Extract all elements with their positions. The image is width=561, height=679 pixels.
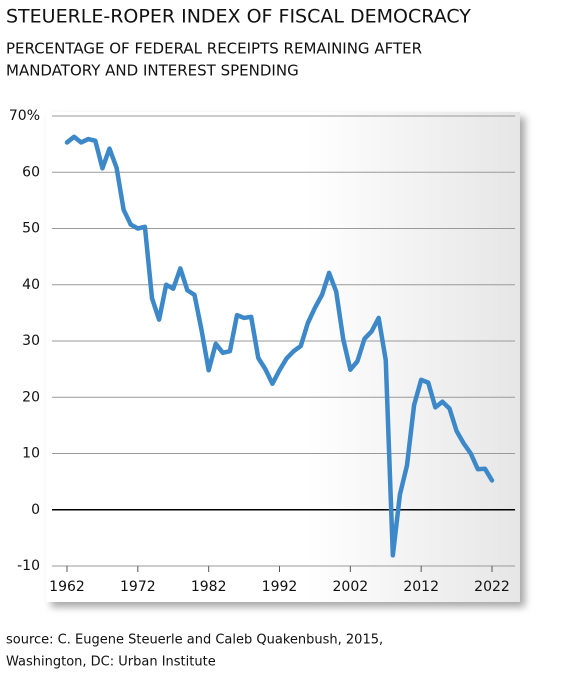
y-tick-label: -10 — [17, 558, 40, 574]
chart-subtitle: MANDATORY AND INTEREST SPENDING — [6, 62, 299, 80]
x-tick-label: 1982 — [191, 579, 227, 595]
chart-subtitle: PERCENTAGE OF FEDERAL RECEIPTS REMAINING… — [6, 40, 422, 58]
source-note: Washington, DC: Urban Institute — [6, 655, 216, 670]
y-tick-label: 70% — [9, 108, 40, 124]
x-tick-label: 2012 — [403, 579, 439, 595]
y-tick-label: 50 — [22, 221, 40, 237]
source-note: source: C. Eugene Steuerle and Caleb Qua… — [6, 633, 383, 648]
y-tick-label: 20 — [22, 389, 40, 405]
y-tick-label: 10 — [22, 446, 40, 462]
x-tick-label: 2002 — [333, 579, 369, 595]
y-tick-label: 60 — [22, 164, 40, 180]
plot-background — [46, 112, 520, 602]
y-tick-label: 30 — [22, 333, 40, 349]
x-tick-label: 1992 — [262, 579, 298, 595]
data-line — [64, 134, 495, 558]
y-tick-label: 40 — [22, 277, 40, 293]
x-tick-label: 1972 — [120, 579, 156, 595]
x-tick-label: 2022 — [474, 579, 510, 595]
chart-title: STEUERLE-ROPER INDEX OF FISCAL DEMOCRACY — [6, 6, 471, 28]
x-tick-label: 1962 — [49, 579, 85, 595]
y-tick-label: 0 — [31, 502, 40, 518]
